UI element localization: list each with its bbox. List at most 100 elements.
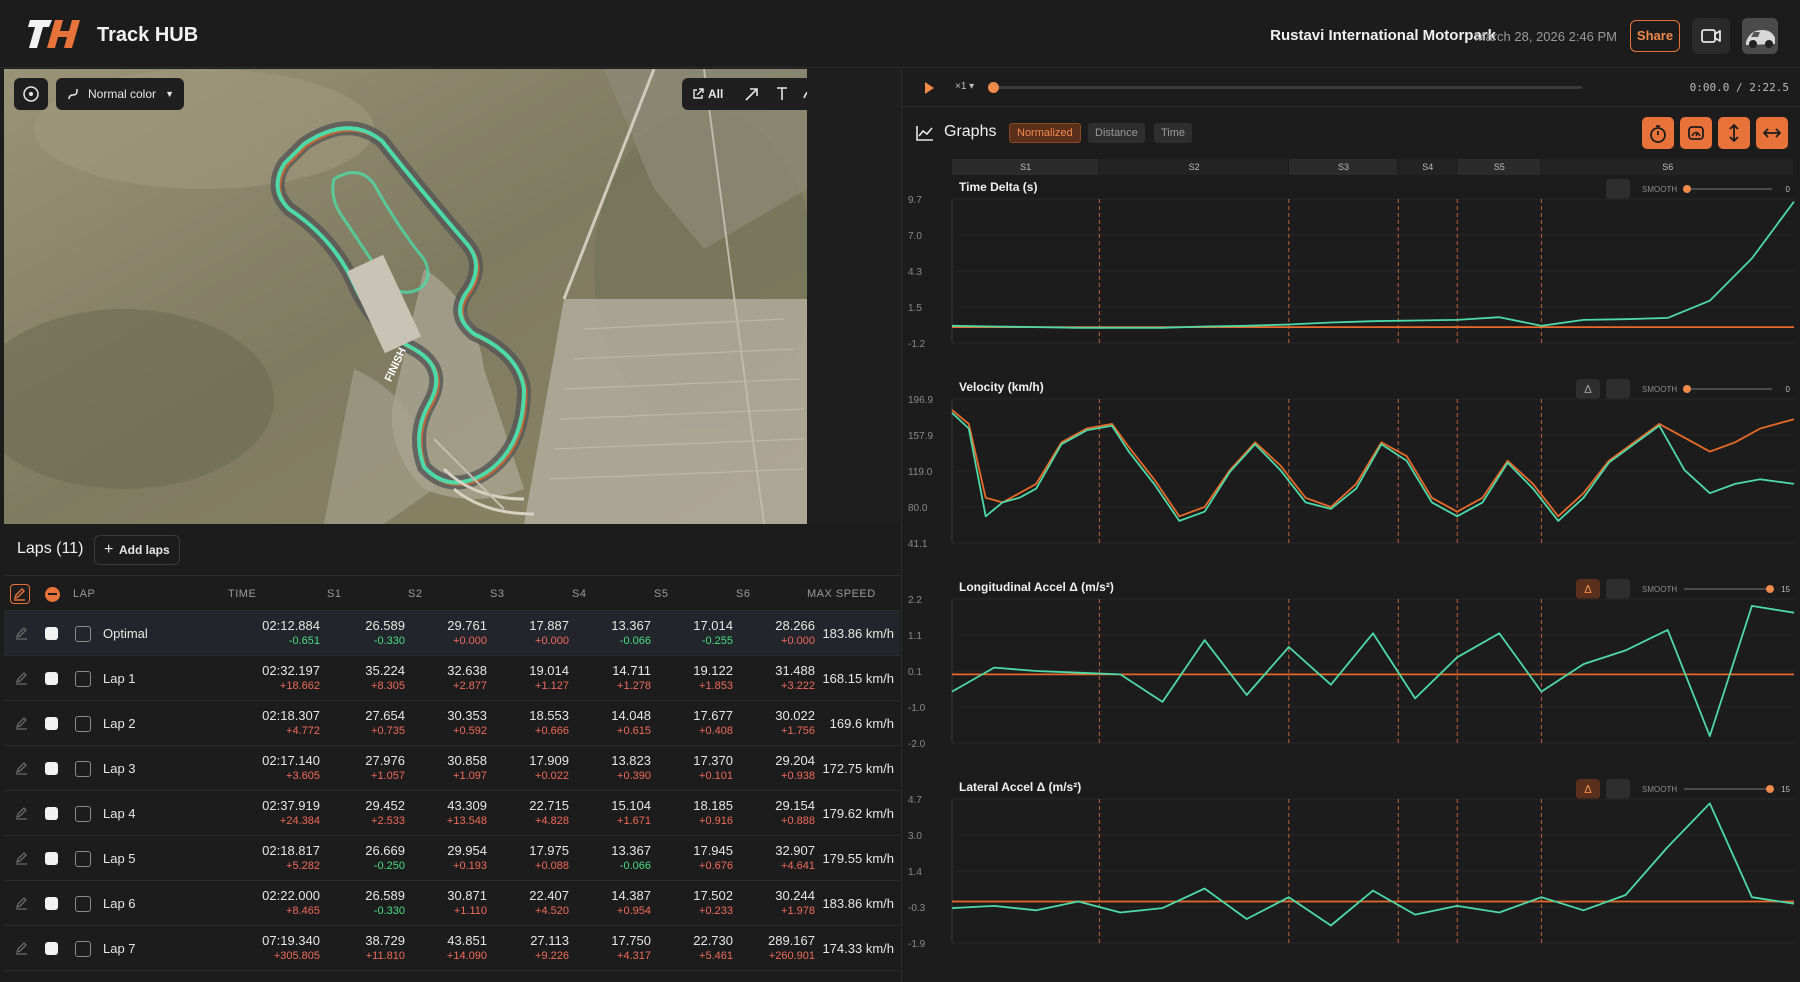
track-map[interactable]: FINISH Normal color ▼ All	[4, 69, 807, 524]
sector-band[interactable]	[952, 159, 1099, 175]
arrow-tool[interactable]	[740, 78, 764, 110]
smooth-toggle-button[interactable]	[1606, 179, 1630, 199]
cell-s5: 18.185 +0.916	[693, 798, 733, 827]
col-time[interactable]: TIME	[228, 588, 257, 600]
sector-band[interactable]	[1398, 159, 1457, 175]
lap-visible-checkbox[interactable]	[45, 852, 58, 865]
lap-select-checkbox[interactable]	[75, 806, 91, 822]
share-button[interactable]: Share	[1630, 20, 1680, 52]
edit-lap-icon[interactable]	[14, 670, 30, 686]
lap-visible-checkbox[interactable]	[45, 807, 58, 820]
smooth-slider-knob[interactable]	[1683, 185, 1691, 193]
lap-row[interactable]: Lap 3 02:17.140 +3.605 27.976 +1.057 30.858 +1…	[4, 746, 900, 791]
lap-select-checkbox[interactable]	[75, 941, 91, 957]
col-s1[interactable]: S1	[327, 588, 342, 600]
sector-band[interactable]	[1457, 159, 1541, 175]
cell-time-delta: -0.651	[288, 635, 320, 647]
lap-select-checkbox[interactable]	[75, 896, 91, 912]
smooth-toggle-button[interactable]	[1606, 779, 1630, 799]
telemetry-graphs[interactable]: S1 S2 S3 S4 S5 S6 Time Delta (s) SMOOTH 0 9.7 7.0 4…	[902, 155, 1800, 982]
sector-band[interactable]	[1541, 159, 1793, 175]
delta-toggle-button[interactable]	[1576, 779, 1600, 799]
cell-s4: 13.823 +0.390	[611, 753, 651, 782]
timeline-knob[interactable]	[988, 82, 999, 93]
lap-visible-checkbox[interactable]	[45, 762, 58, 775]
lap-select-checkbox[interactable]	[75, 851, 91, 867]
lap-select-checkbox[interactable]	[75, 671, 91, 687]
horizontal-fit-button[interactable]	[1756, 117, 1788, 149]
series-line	[951, 409, 1795, 518]
mode-distance[interactable]: Distance	[1088, 123, 1145, 143]
col-s5[interactable]: S5	[654, 588, 669, 600]
cell-s5-value: 19.122	[693, 663, 733, 678]
edit-lap-icon[interactable]	[14, 805, 30, 821]
lap-visible-checkbox[interactable]	[45, 672, 58, 685]
play-icon[interactable]	[925, 82, 934, 94]
deselect-all-toggle[interactable]	[45, 587, 60, 602]
export-all-button[interactable]: All	[692, 78, 732, 110]
smooth-toggle-button[interactable]	[1606, 379, 1630, 399]
mode-normalized[interactable]: Normalized	[1009, 123, 1081, 143]
lap-row[interactable]: Lap 1 02:32.197 +18.662 35.224 +8.305 32.638 +…	[4, 656, 900, 701]
cell-s6: 31.488 +3.222	[775, 663, 815, 692]
edit-lap-icon[interactable]	[14, 895, 30, 911]
lap-select-checkbox[interactable]	[75, 626, 91, 642]
color-mode-dropdown[interactable]: Normal color ▼	[56, 78, 184, 110]
col-s6[interactable]: S6	[736, 588, 751, 600]
freehand-tool[interactable]	[800, 78, 807, 110]
smooth-slider-knob[interactable]	[1766, 585, 1774, 593]
recenter-button[interactable]	[14, 78, 48, 110]
edit-lap-icon[interactable]	[14, 760, 30, 776]
lap-visible-checkbox[interactable]	[45, 942, 58, 955]
col-lap[interactable]: LAP	[73, 588, 96, 600]
smooth-slider-knob[interactable]	[1683, 385, 1691, 393]
col-s3[interactable]: S3	[490, 588, 505, 600]
col-s4[interactable]: S4	[572, 588, 587, 600]
user-avatar[interactable]	[1742, 18, 1778, 54]
smooth-toggle-button[interactable]	[1606, 579, 1630, 599]
lap-row[interactable]: Lap 5 02:18.817 +5.282 26.669 -0.250 29.954 +0…	[4, 836, 900, 881]
vertical-fit-button[interactable]	[1718, 117, 1750, 149]
lap-row[interactable]: Lap 7 07:19.340 +305.805 38.729 +11.810 43.85…	[4, 926, 900, 971]
edit-lap-icon[interactable]	[14, 625, 30, 641]
lap-select-checkbox[interactable]	[75, 761, 91, 777]
edit-lap-icon[interactable]	[14, 715, 30, 731]
all-label: All	[708, 87, 724, 101]
smooth-slider-knob[interactable]	[1766, 785, 1774, 793]
cell-s4-value: 14.048	[611, 708, 651, 723]
smooth-label: SMOOTH	[1642, 585, 1677, 594]
edit-lap-icon[interactable]	[14, 850, 30, 866]
cell-s4: 14.711 +1.278	[612, 663, 651, 692]
cell-s4-delta: +1.671	[617, 815, 651, 827]
lap-row[interactable]: Optimal 02:12.884 -0.651 26.589 -0.330 29.761…	[4, 611, 900, 656]
sector-label: S1	[1020, 162, 1031, 172]
video-button[interactable]	[1692, 18, 1730, 54]
lap-select-checkbox[interactable]	[75, 716, 91, 732]
satellite-view: FINISH	[4, 69, 807, 524]
lap-row[interactable]: Lap 6 02:22.000 +8.465 26.589 -0.330 30.871 +1…	[4, 881, 900, 926]
lap-visible-checkbox[interactable]	[45, 627, 58, 640]
delta-toggle-button[interactable]	[1576, 379, 1600, 399]
app-logo[interactable]	[28, 18, 82, 50]
edit-all-button[interactable]	[10, 584, 30, 604]
col-max-speed[interactable]: MAX SPEED	[807, 588, 876, 600]
edit-lap-icon[interactable]	[14, 940, 30, 956]
lap-visible-checkbox[interactable]	[45, 897, 58, 910]
stopwatch-button[interactable]	[1642, 117, 1674, 149]
speedometer-button[interactable]	[1680, 117, 1712, 149]
cell-s5: 17.677 +0.408	[693, 708, 733, 737]
text-tool[interactable]	[770, 78, 794, 110]
sector-band[interactable]	[1099, 159, 1288, 175]
col-s2[interactable]: S2	[408, 588, 423, 600]
delta-icon: Δ	[1584, 783, 1592, 796]
lap-row[interactable]: Lap 4 02:37.919 +24.384 29.452 +2.533 43.309 +…	[4, 791, 900, 836]
delta-toggle-button[interactable]	[1576, 579, 1600, 599]
timeline-scrubber[interactable]	[992, 86, 1582, 89]
sector-label: S5	[1494, 162, 1505, 172]
lap-row[interactable]: Lap 2 02:18.307 +4.772 27.654 +0.735 30.353 +0…	[4, 701, 900, 746]
playback-speed[interactable]: ×1 ▾	[955, 81, 975, 92]
add-laps-button[interactable]: + Add laps	[94, 535, 180, 565]
sector-band[interactable]	[1288, 159, 1398, 175]
lap-visible-checkbox[interactable]	[45, 717, 58, 730]
mode-time[interactable]: Time	[1154, 123, 1193, 143]
